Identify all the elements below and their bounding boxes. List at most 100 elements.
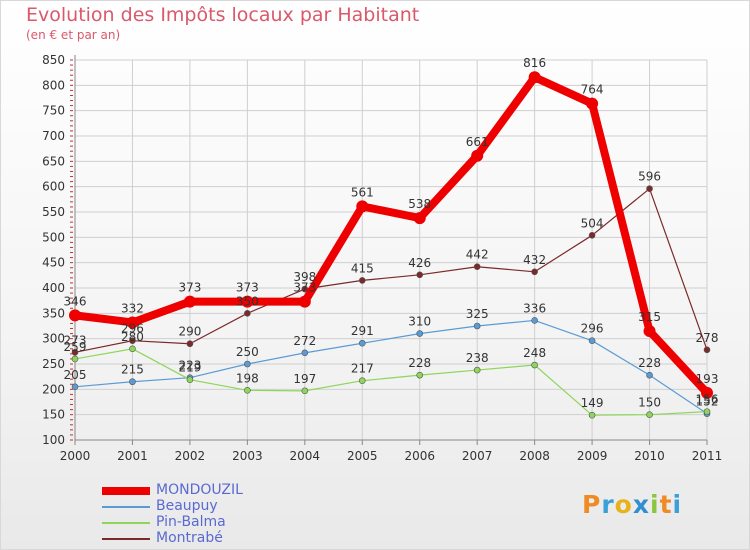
data-label-beaupuy-2002: 223	[178, 359, 201, 373]
x-tick-label-2000: 2000	[60, 449, 91, 463]
data-labels: 273 296 290 350 398 415 426 442 432 504 596 278 205 2…	[64, 56, 719, 410]
data-label-pin-balma-2004: 197	[293, 372, 316, 386]
legend-swatch-pin-balma	[102, 522, 150, 524]
grid-lines	[74, 59, 708, 441]
y-tick-label-100: 100	[42, 433, 65, 447]
legend-label-beaupuy: Beaupuy	[156, 498, 218, 514]
point-mondouzil-2004[interactable]	[298, 295, 311, 308]
point-montrabe-2009[interactable]	[588, 232, 596, 239]
point-montrabe-2008[interactable]	[531, 268, 538, 276]
point-pin-balma-2010[interactable]	[646, 411, 653, 418]
x-tick-label-2011: 2011	[692, 449, 723, 463]
x-tick-label-2007: 2007	[462, 449, 493, 463]
point-mondouzil-2007[interactable]	[471, 149, 484, 162]
y-tick-label-500: 500	[42, 230, 65, 244]
point-beaupuy-2000[interactable]	[71, 383, 79, 391]
series-line-beaupuy	[74, 319, 708, 415]
point-montrabe-2006[interactable]	[416, 271, 424, 279]
data-label-montrabe-2000: 273	[64, 333, 87, 347]
point-beaupuy-2009[interactable]	[588, 337, 596, 344]
point-beaupuy-2001[interactable]	[129, 378, 136, 386]
data-label-pin-balma-2010: 150	[638, 396, 661, 410]
series-lines	[69, 71, 713, 419]
y-tick-label-750: 750	[42, 104, 65, 118]
data-label-beaupuy-2008: 336	[523, 301, 546, 315]
point-mondouzil-2001[interactable]	[126, 316, 139, 329]
point-pin-balma-2004[interactable]	[301, 387, 309, 395]
point-mondouzil-2006[interactable]	[413, 212, 426, 225]
data-label-montrabe-2002: 290	[178, 325, 201, 339]
logo-letter-i2: i	[672, 490, 683, 519]
point-montrabe-2003[interactable]	[244, 310, 251, 317]
point-beaupuy-2004[interactable]	[301, 349, 309, 357]
point-pin-balma-2003[interactable]	[244, 387, 251, 394]
point-beaupuy-2005[interactable]	[358, 339, 366, 347]
data-label-mondouzil-2002: 373	[178, 281, 201, 295]
data-label-pin-balma-2009: 149	[581, 396, 604, 410]
y-tick-label-700: 700	[42, 129, 65, 143]
point-montrabe-2000[interactable]	[71, 349, 79, 356]
data-label-mondouzil-2000: 346	[64, 294, 87, 308]
x-tick-label-2004: 2004	[290, 449, 321, 463]
point-mondouzil-2005[interactable]	[356, 200, 369, 213]
logo-letter-p: P	[582, 490, 602, 519]
chart-title: Evolution des Impôts locaux par Habitant	[26, 4, 420, 26]
data-label-beaupuy-2000: 205	[64, 368, 87, 382]
point-pin-balma-2001[interactable]	[129, 345, 136, 353]
point-beaupuy-2008[interactable]	[531, 317, 538, 324]
axes: 100 150 200 250 300 350 400 450 500 550 600 650 700 7…	[42, 53, 722, 463]
data-label-beaupuy-2005: 291	[351, 324, 374, 338]
point-montrabe-2007[interactable]	[473, 263, 481, 271]
legend-label-montrabe: Montrabé	[156, 530, 223, 546]
point-mondouzil-2010[interactable]	[643, 325, 656, 338]
point-beaupuy-2003[interactable]	[244, 360, 251, 368]
point-montrabe-2005[interactable]	[358, 277, 366, 284]
point-pin-balma-2000[interactable]	[71, 355, 79, 363]
point-pin-balma-2009[interactable]	[588, 411, 596, 419]
point-pin-balma-2006[interactable]	[416, 371, 424, 379]
y-tick-label-450: 450	[42, 256, 65, 270]
data-label-pin-balma-2000: 259	[64, 340, 87, 354]
data-label-mondouzil-2003: 373	[236, 281, 259, 295]
point-montrabe-2011[interactable]	[703, 346, 711, 354]
y-tick-label-250: 250	[42, 357, 65, 371]
data-label-montrabe-2003: 350	[236, 294, 259, 308]
data-label-beaupuy-2010: 228	[638, 356, 661, 370]
point-mondouzil-2003[interactable]	[241, 295, 254, 308]
point-mondouzil-2008[interactable]	[528, 71, 541, 84]
legend-label-pin-balma: Pin-Balma	[156, 514, 226, 530]
point-pin-balma-2011[interactable]	[703, 408, 711, 415]
point-mondouzil-2002[interactable]	[183, 295, 196, 308]
data-label-montrabe-2008: 432	[523, 253, 546, 267]
data-label-beaupuy-2007: 325	[466, 307, 489, 321]
point-mondouzil-2000[interactable]	[69, 309, 81, 322]
data-label-pin-balma-2002: 219	[178, 361, 201, 375]
chart-subtitle: (en € et par an)	[26, 28, 121, 42]
data-label-pin-balma-2006: 228	[408, 356, 431, 370]
x-tick-label-2010: 2010	[634, 449, 665, 463]
logo-letter-t: t	[659, 490, 673, 519]
data-label-pin-balma-2003: 198	[236, 371, 259, 385]
legend-swatch-mondouzil	[102, 487, 150, 495]
point-beaupuy-2007[interactable]	[473, 322, 481, 330]
point-montrabe-2002[interactable]	[186, 340, 194, 348]
logo-letter-o: o	[614, 490, 633, 519]
data-label-mondouzil-2009: 764	[581, 83, 604, 97]
point-montrabe-2010[interactable]	[646, 185, 653, 192]
point-pin-balma-2002[interactable]	[186, 376, 194, 384]
data-label-montrabe-2001: 296	[121, 322, 144, 336]
point-pin-balma-2005[interactable]	[358, 377, 366, 385]
point-pin-balma-2008[interactable]	[531, 361, 538, 369]
data-label-mondouzil-2010: 315	[638, 310, 661, 324]
data-label-beaupuy-2003: 250	[236, 345, 259, 359]
data-label-pin-balma-2008: 248	[523, 346, 546, 360]
point-beaupuy-2010[interactable]	[646, 371, 653, 379]
data-label-beaupuy-2001: 215	[121, 363, 144, 377]
point-pin-balma-2007[interactable]	[473, 366, 481, 374]
point-beaupuy-2006[interactable]	[416, 330, 424, 337]
point-mondouzil-2009[interactable]	[586, 97, 599, 110]
data-label-montrabe-2005: 415	[351, 261, 374, 275]
point-montrabe-2001[interactable]	[129, 337, 136, 344]
point-mondouzil-2011[interactable]	[701, 386, 713, 399]
series-line-mondouzil	[71, 73, 711, 397]
